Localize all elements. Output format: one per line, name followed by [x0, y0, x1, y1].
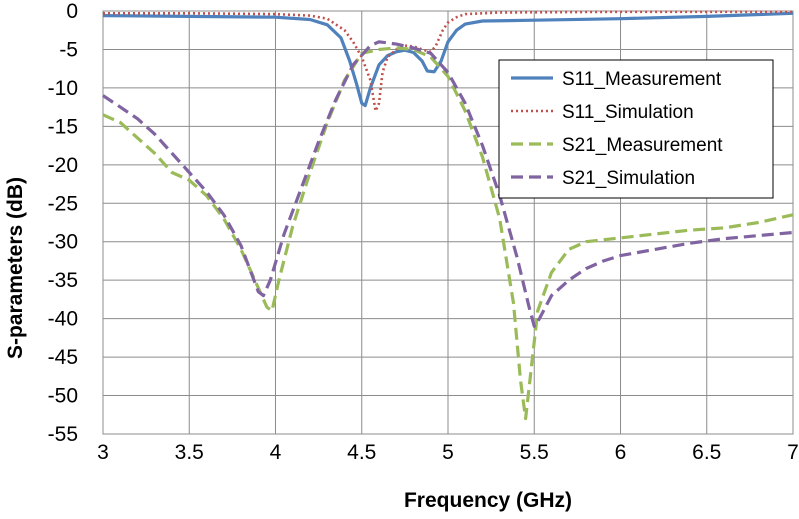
y-axis-title: S-parameters (dB) [4, 177, 27, 359]
legend-label: S21_Simulation [562, 168, 695, 189]
series-line-s11-measurement [102, 11, 794, 108]
legend: S11_Measurement S11_Simulation S21_Measure… [498, 59, 774, 199]
x-tick-label: 5 [442, 441, 454, 464]
y-tick-label: -5 [59, 38, 78, 61]
legend-label: S11_Measurement [562, 69, 722, 90]
series-line-s21-simulation [102, 40, 794, 328]
x-tick-label: 4.5 [347, 441, 376, 464]
y-tick-label: -55 [48, 423, 78, 446]
y-tick-label: -10 [48, 77, 78, 100]
plot-frame [102, 10, 794, 435]
x-tick-label: 7 [787, 441, 799, 464]
x-tick-label: 6.5 [692, 441, 721, 464]
legend-label: S11_Simulation [562, 102, 694, 123]
x-tick-label: 4 [270, 441, 282, 464]
x-tick-label: 3 [97, 441, 109, 464]
legend-label: S21_Measurement [562, 135, 723, 156]
y-tick-label: -30 [48, 231, 78, 254]
y-tick-label: -40 [48, 308, 78, 331]
y-tick-label: -50 [48, 385, 78, 408]
tick-layer: 0 -5 -10 -15 -20 -25 -30 -35 -40 -45 -50 -55 3 3.5 4 4.… [48, 0, 799, 464]
series-layer [102, 10, 794, 421]
x-tick-label: 3.5 [175, 441, 204, 464]
y-tick-label: -15 [48, 115, 78, 138]
y-tick-label: -35 [48, 269, 78, 292]
legend-box [498, 59, 774, 199]
series-line-s21-measurement [102, 46, 794, 421]
x-axis-title: Frequency (GHz) [404, 489, 572, 512]
y-tick-label: -45 [48, 346, 78, 369]
y-tick-label: -25 [48, 192, 78, 215]
x-tick-label: 5.5 [520, 441, 549, 464]
y-tick-label: 0 [66, 0, 78, 23]
x-tick-label: 6 [615, 441, 627, 464]
grid-layer [102, 10, 794, 435]
y-tick-label: -20 [48, 154, 78, 177]
